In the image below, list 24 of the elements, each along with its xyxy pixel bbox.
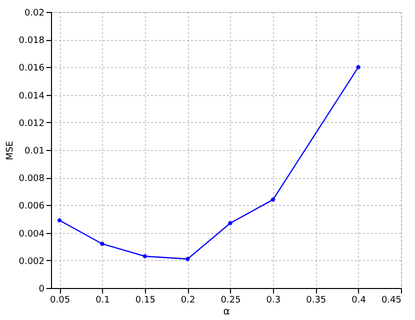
y-tick-label: 0.004 bbox=[18, 229, 45, 240]
x-tick-label: 0.4 bbox=[352, 296, 366, 306]
y-tick-label: 0.016 bbox=[18, 64, 45, 74]
y-axis-title: MSE bbox=[6, 140, 16, 160]
y-tick-label: 0.008 bbox=[18, 174, 45, 184]
x-tick-label: 0.35 bbox=[306, 296, 326, 306]
x-tick-label: 0.2 bbox=[180, 296, 196, 306]
x-tick-label: 0.1 bbox=[96, 296, 110, 306]
y-tick-label: 0.002 bbox=[18, 256, 44, 267]
y-tick-label: 0.02 bbox=[24, 8, 44, 18]
x-tick-label: 0.25 bbox=[220, 296, 241, 306]
x-tick-label: 0.05 bbox=[50, 296, 70, 306]
x-tick-label: 0.3 bbox=[266, 296, 281, 306]
x-tick-label: 0.15 bbox=[135, 296, 156, 306]
y-tick-label: 0.012 bbox=[18, 118, 44, 129]
y-tick-label: 0.014 bbox=[18, 91, 45, 102]
x-tick-label: 0.45 bbox=[381, 296, 402, 306]
y-tick-label: 0.01 bbox=[24, 146, 44, 156]
point bbox=[99, 241, 105, 247]
y-tick-label: 0.018 bbox=[18, 36, 45, 46]
y-tick-label: 0.006 bbox=[18, 202, 45, 212]
x-axis-title: α bbox=[223, 306, 230, 318]
y-tick-label: 0 bbox=[38, 284, 45, 294]
point bbox=[142, 254, 148, 259]
